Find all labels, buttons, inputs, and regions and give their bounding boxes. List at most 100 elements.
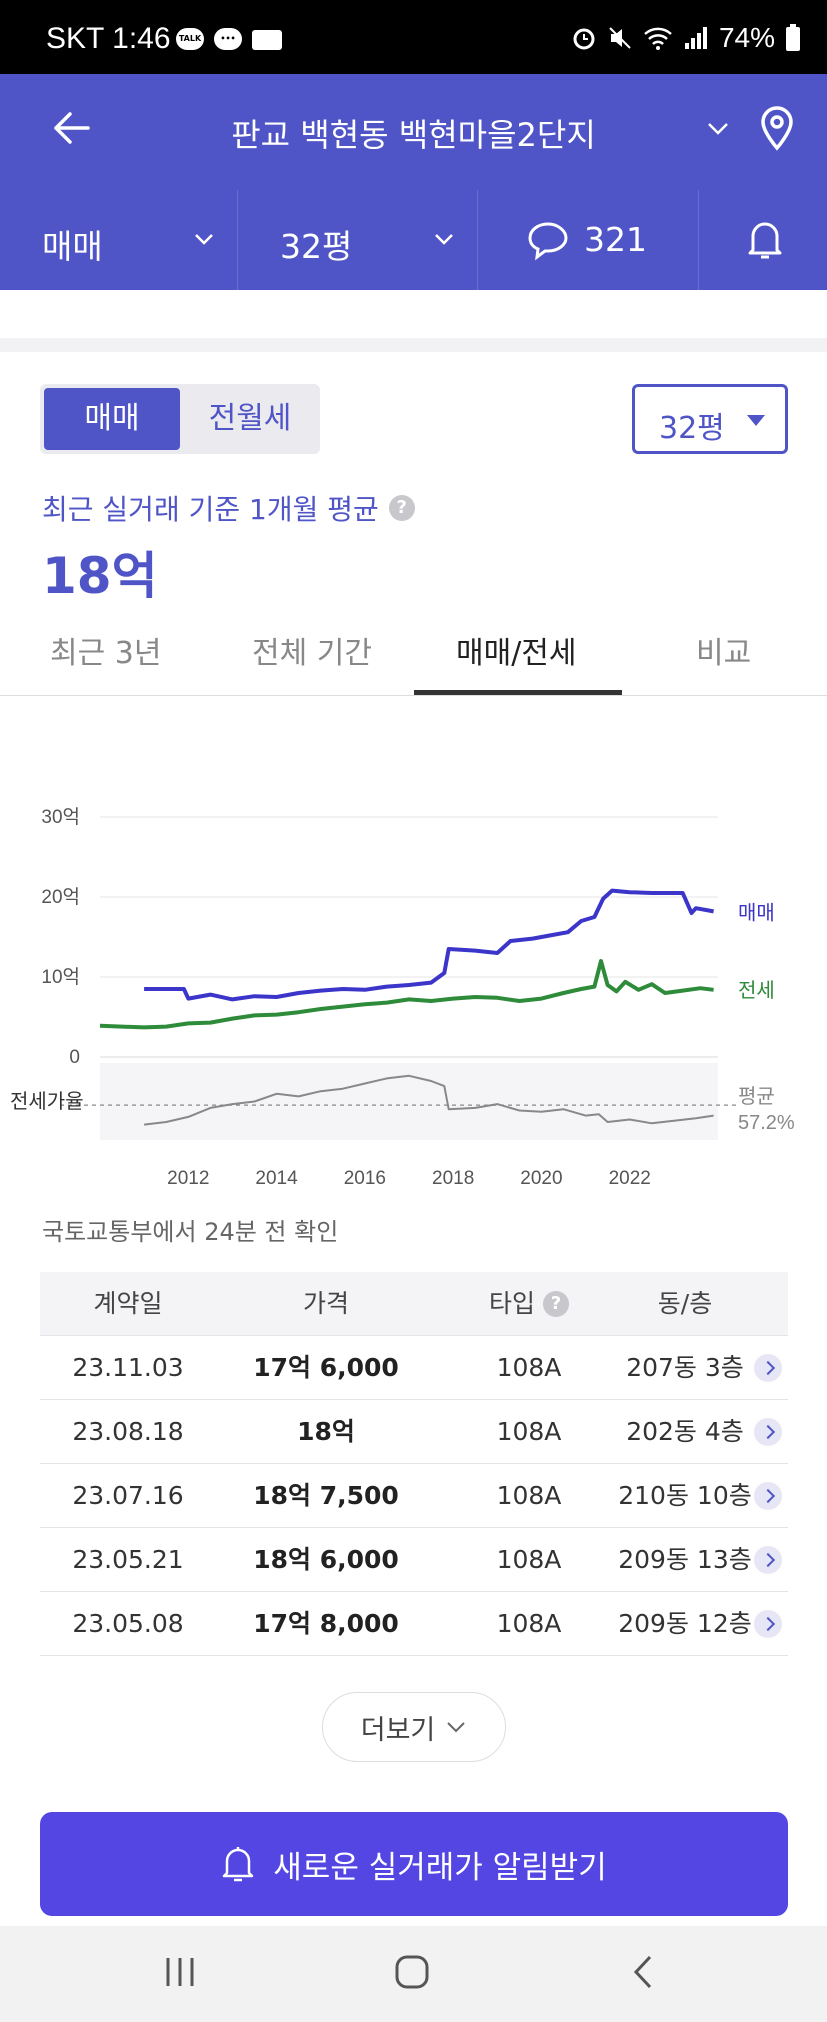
section-divider <box>0 338 827 352</box>
alarm-icon <box>573 28 595 50</box>
ratio-average-value: 57.2% <box>738 1112 795 1134</box>
header-price: 가격 <box>302 1289 349 1318</box>
ratio-series-line <box>143 1074 714 1126</box>
active-tab-indicator <box>414 690 622 695</box>
chevron-right-icon[interactable] <box>754 1482 782 1510</box>
row-price: 17억 8,000 <box>253 1609 399 1638</box>
chevron-right-icon[interactable] <box>754 1418 782 1446</box>
ratio-band <box>100 1063 718 1140</box>
table-header: 계약일 가격 타입 ? 동/층 <box>40 1272 788 1336</box>
sale-series-label: 매매 <box>738 901 775 924</box>
row-date: 23.11.03 <box>72 1353 184 1382</box>
recent-apps-icon[interactable] <box>162 1952 198 1992</box>
status-time: SKT 1:46 <box>46 22 171 55</box>
help-icon[interactable]: ? <box>543 1291 569 1317</box>
comment-count: 321 <box>584 220 647 259</box>
table-row[interactable]: 23.11.03 17억 6,000 108A 207동 3층 <box>40 1336 788 1400</box>
price-chart: 30억 20억 10억 0 매매 전세 전세가율 평균 57.2% 2012 2014 2016 201… <box>0 760 827 1200</box>
trade-type-dropdown[interactable]: 매매 <box>0 190 238 290</box>
x-tick-label: 2012 <box>167 1168 209 1189</box>
battery-icon <box>786 24 800 51</box>
area-label: 32평 <box>280 227 353 266</box>
chevron-down-icon <box>435 234 453 245</box>
x-tick-label: 2018 <box>432 1168 474 1189</box>
back-arrow-icon[interactable] <box>48 104 96 152</box>
chevron-down-icon <box>447 1722 465 1733</box>
app-header: 판교 백현동 백현마을2단지 <box>0 74 827 190</box>
source-note: 국토교통부에서 24분 전 확인 <box>42 1218 339 1246</box>
home-icon[interactable] <box>392 1952 432 1992</box>
system-nav-bar <box>0 1926 827 2022</box>
tab-all-period[interactable]: 전체 기간 <box>252 636 372 671</box>
tab-compare[interactable]: 비교 <box>696 636 752 671</box>
help-icon[interactable]: ? <box>388 495 415 521</box>
row-price: 18억 7,500 <box>253 1481 399 1510</box>
row-type: 108A <box>496 1353 562 1382</box>
x-tick-label: 2022 <box>609 1168 651 1189</box>
notification-button[interactable] <box>699 190 827 290</box>
signal-icon <box>684 27 707 49</box>
row-unit: 202동 4층 <box>626 1417 744 1446</box>
header-unit: 동/층 <box>657 1289 713 1318</box>
area-dropdown[interactable]: 32평 <box>238 190 478 290</box>
filter-bar: 매매 32평 321 <box>0 190 827 290</box>
toggle-rent[interactable]: 전월세 <box>208 401 292 436</box>
x-tick-label: 2014 <box>255 1168 298 1189</box>
page-title[interactable]: 판교 백현동 백현마을2단지 <box>231 116 596 154</box>
ratio-label: 전세가율 <box>10 1090 84 1113</box>
chart-tabs: 최근 3년 전체 기간 매매/전세 비교 <box>0 614 827 696</box>
table-row[interactable]: 23.07.16 18억 7,500 108A 210동 10층 <box>40 1464 788 1528</box>
row-price: 18억 <box>297 1417 355 1446</box>
row-type: 108A <box>496 1417 562 1446</box>
row-type: 108A <box>496 1545 562 1574</box>
chevron-right-icon[interactable] <box>754 1354 782 1382</box>
message-icon: ••• <box>214 28 242 50</box>
bell-icon <box>223 1847 254 1882</box>
location-pin-icon[interactable] <box>757 104 797 152</box>
rent-series-label: 전세 <box>738 979 775 1002</box>
price-alert-button[interactable]: 새로운 실거래가 알림받기 <box>40 1812 788 1916</box>
table-row[interactable]: 23.05.08 17억 8,000 108A 209동 12층 <box>40 1592 788 1656</box>
kakaotalk-icon: TALK <box>176 28 204 50</box>
row-price: 17억 6,000 <box>253 1353 399 1382</box>
row-unit: 209동 13층 <box>618 1545 752 1574</box>
chevron-right-icon[interactable] <box>754 1610 782 1638</box>
trade-type-label: 매매 <box>42 227 103 266</box>
back-icon[interactable] <box>628 1952 658 1992</box>
comments-button[interactable]: 321 <box>478 190 699 290</box>
average-label: 최근 실거래 기준 1개월 평균 ? <box>42 488 415 528</box>
y-tick-label: 10억 <box>41 966 80 988</box>
table-row[interactable]: 23.05.21 18억 6,000 108A 209동 13층 <box>40 1528 788 1592</box>
scrolled-content-edge <box>0 290 827 338</box>
header-type: 타입 ? <box>436 1272 622 1336</box>
y-tick-label: 20억 <box>41 886 80 908</box>
tab-recent-3y[interactable]: 최근 3년 <box>50 636 162 671</box>
sale-series-line <box>144 888 714 1002</box>
y-tick-label: 0 <box>69 1047 80 1068</box>
toggle-sale[interactable]: 매매 <box>44 388 180 450</box>
battery-percent: 74% <box>718 22 775 53</box>
speech-bubble-icon <box>528 222 568 261</box>
bell-icon <box>748 222 782 259</box>
row-date: 23.07.16 <box>72 1481 184 1510</box>
row-unit: 210동 10층 <box>618 1481 752 1510</box>
average-value: 18억 <box>42 547 158 605</box>
x-tick-label: 2020 <box>520 1168 562 1189</box>
system-icons: 74% <box>571 22 801 54</box>
price-alert-label: 새로운 실거래가 알림받기 <box>273 1849 607 1886</box>
tab-sale-rent[interactable]: 매매/전세 <box>456 636 577 671</box>
chevron-down-icon[interactable] <box>706 120 730 136</box>
row-unit: 207동 3층 <box>626 1353 744 1382</box>
row-type: 108A <box>496 1609 562 1638</box>
x-tick-label: 2016 <box>344 1168 386 1189</box>
video-icon <box>252 30 282 50</box>
more-button-label: 더보기 <box>360 1714 436 1746</box>
chevron-right-icon[interactable] <box>754 1546 782 1574</box>
transaction-table: 계약일 가격 타입 ? 동/층 23.11.03 17억 6,000 108A 207… <box>40 1272 788 1656</box>
header-date: 계약일 <box>93 1289 163 1318</box>
area-select[interactable]: 32평 <box>632 384 788 454</box>
more-button[interactable]: 더보기 <box>322 1692 506 1762</box>
wifi-icon <box>644 27 672 50</box>
table-row[interactable]: 23.08.18 18억 108A 202동 4층 <box>40 1400 788 1464</box>
